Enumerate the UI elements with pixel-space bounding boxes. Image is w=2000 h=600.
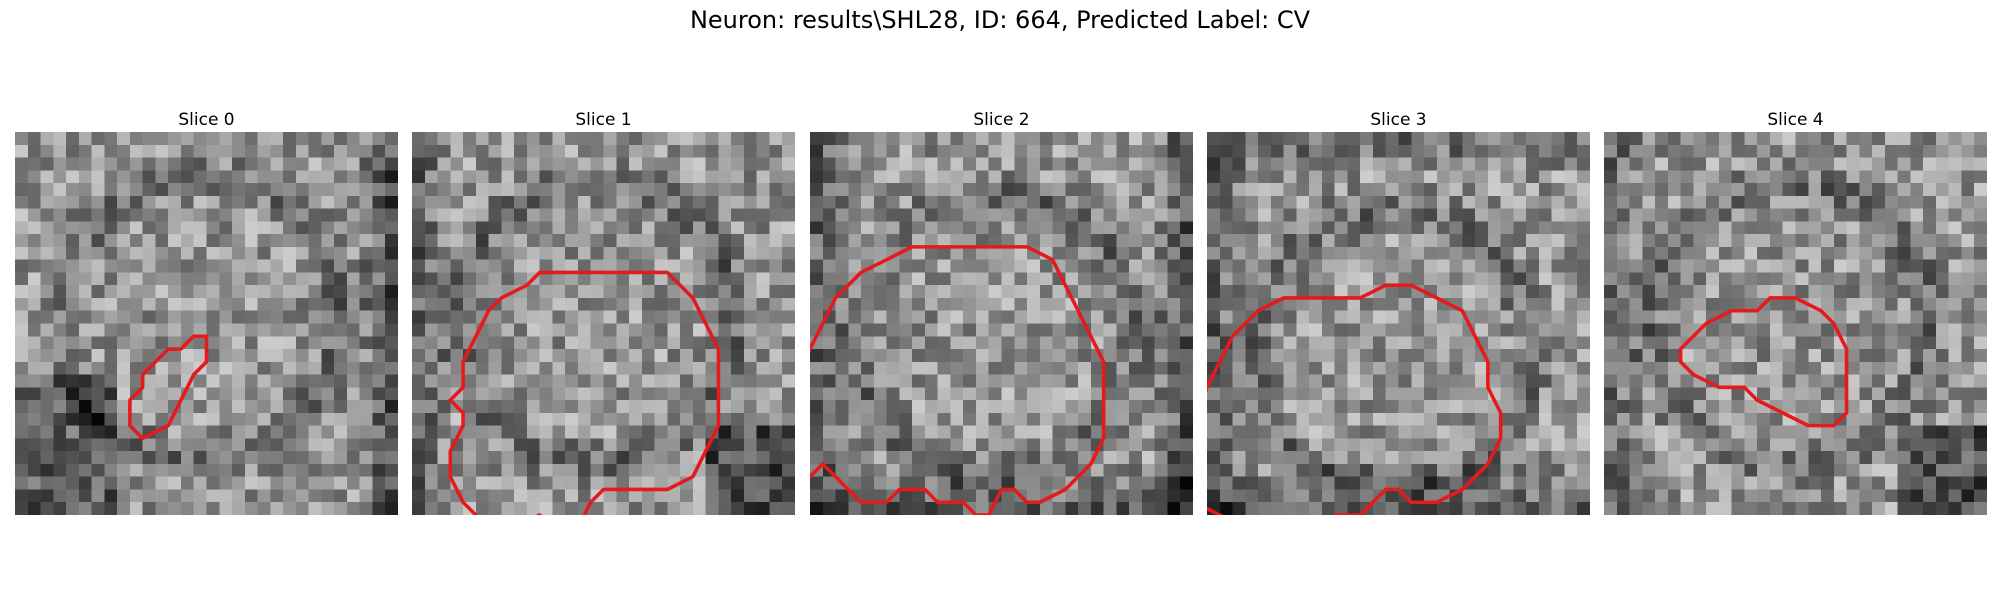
- segmentation-contour: [448, 270, 721, 515]
- slice-image: [15, 132, 398, 515]
- slice-title: Slice 4: [1767, 110, 1824, 130]
- slice-panel-0: Slice 0: [15, 108, 398, 515]
- slice-title: Slice 3: [1370, 110, 1427, 130]
- slice-title: Slice 0: [178, 110, 235, 130]
- figure-title: Neuron: results\SHL28, ID: 664, Predicte…: [689, 6, 1311, 34]
- segmentation-contour: [810, 245, 1106, 515]
- slice-image: [412, 132, 795, 515]
- segmentation-contour: [1678, 296, 1849, 428]
- slice-image: [1604, 132, 1987, 515]
- slice-title: Slice 1: [575, 110, 632, 130]
- slice-image: [810, 132, 1193, 515]
- slice-panel-2: Slice 2: [810, 108, 1193, 515]
- slice-image: [1207, 132, 1590, 515]
- segmentation-contour: [128, 334, 209, 441]
- slice-panel-4: Slice 4: [1604, 108, 1987, 515]
- slice-title: Slice 2: [973, 110, 1030, 130]
- slice-panel-1: Slice 1: [412, 108, 795, 515]
- segmentation-contour: [1207, 283, 1503, 515]
- slice-panel-3: Slice 3: [1207, 108, 1590, 515]
